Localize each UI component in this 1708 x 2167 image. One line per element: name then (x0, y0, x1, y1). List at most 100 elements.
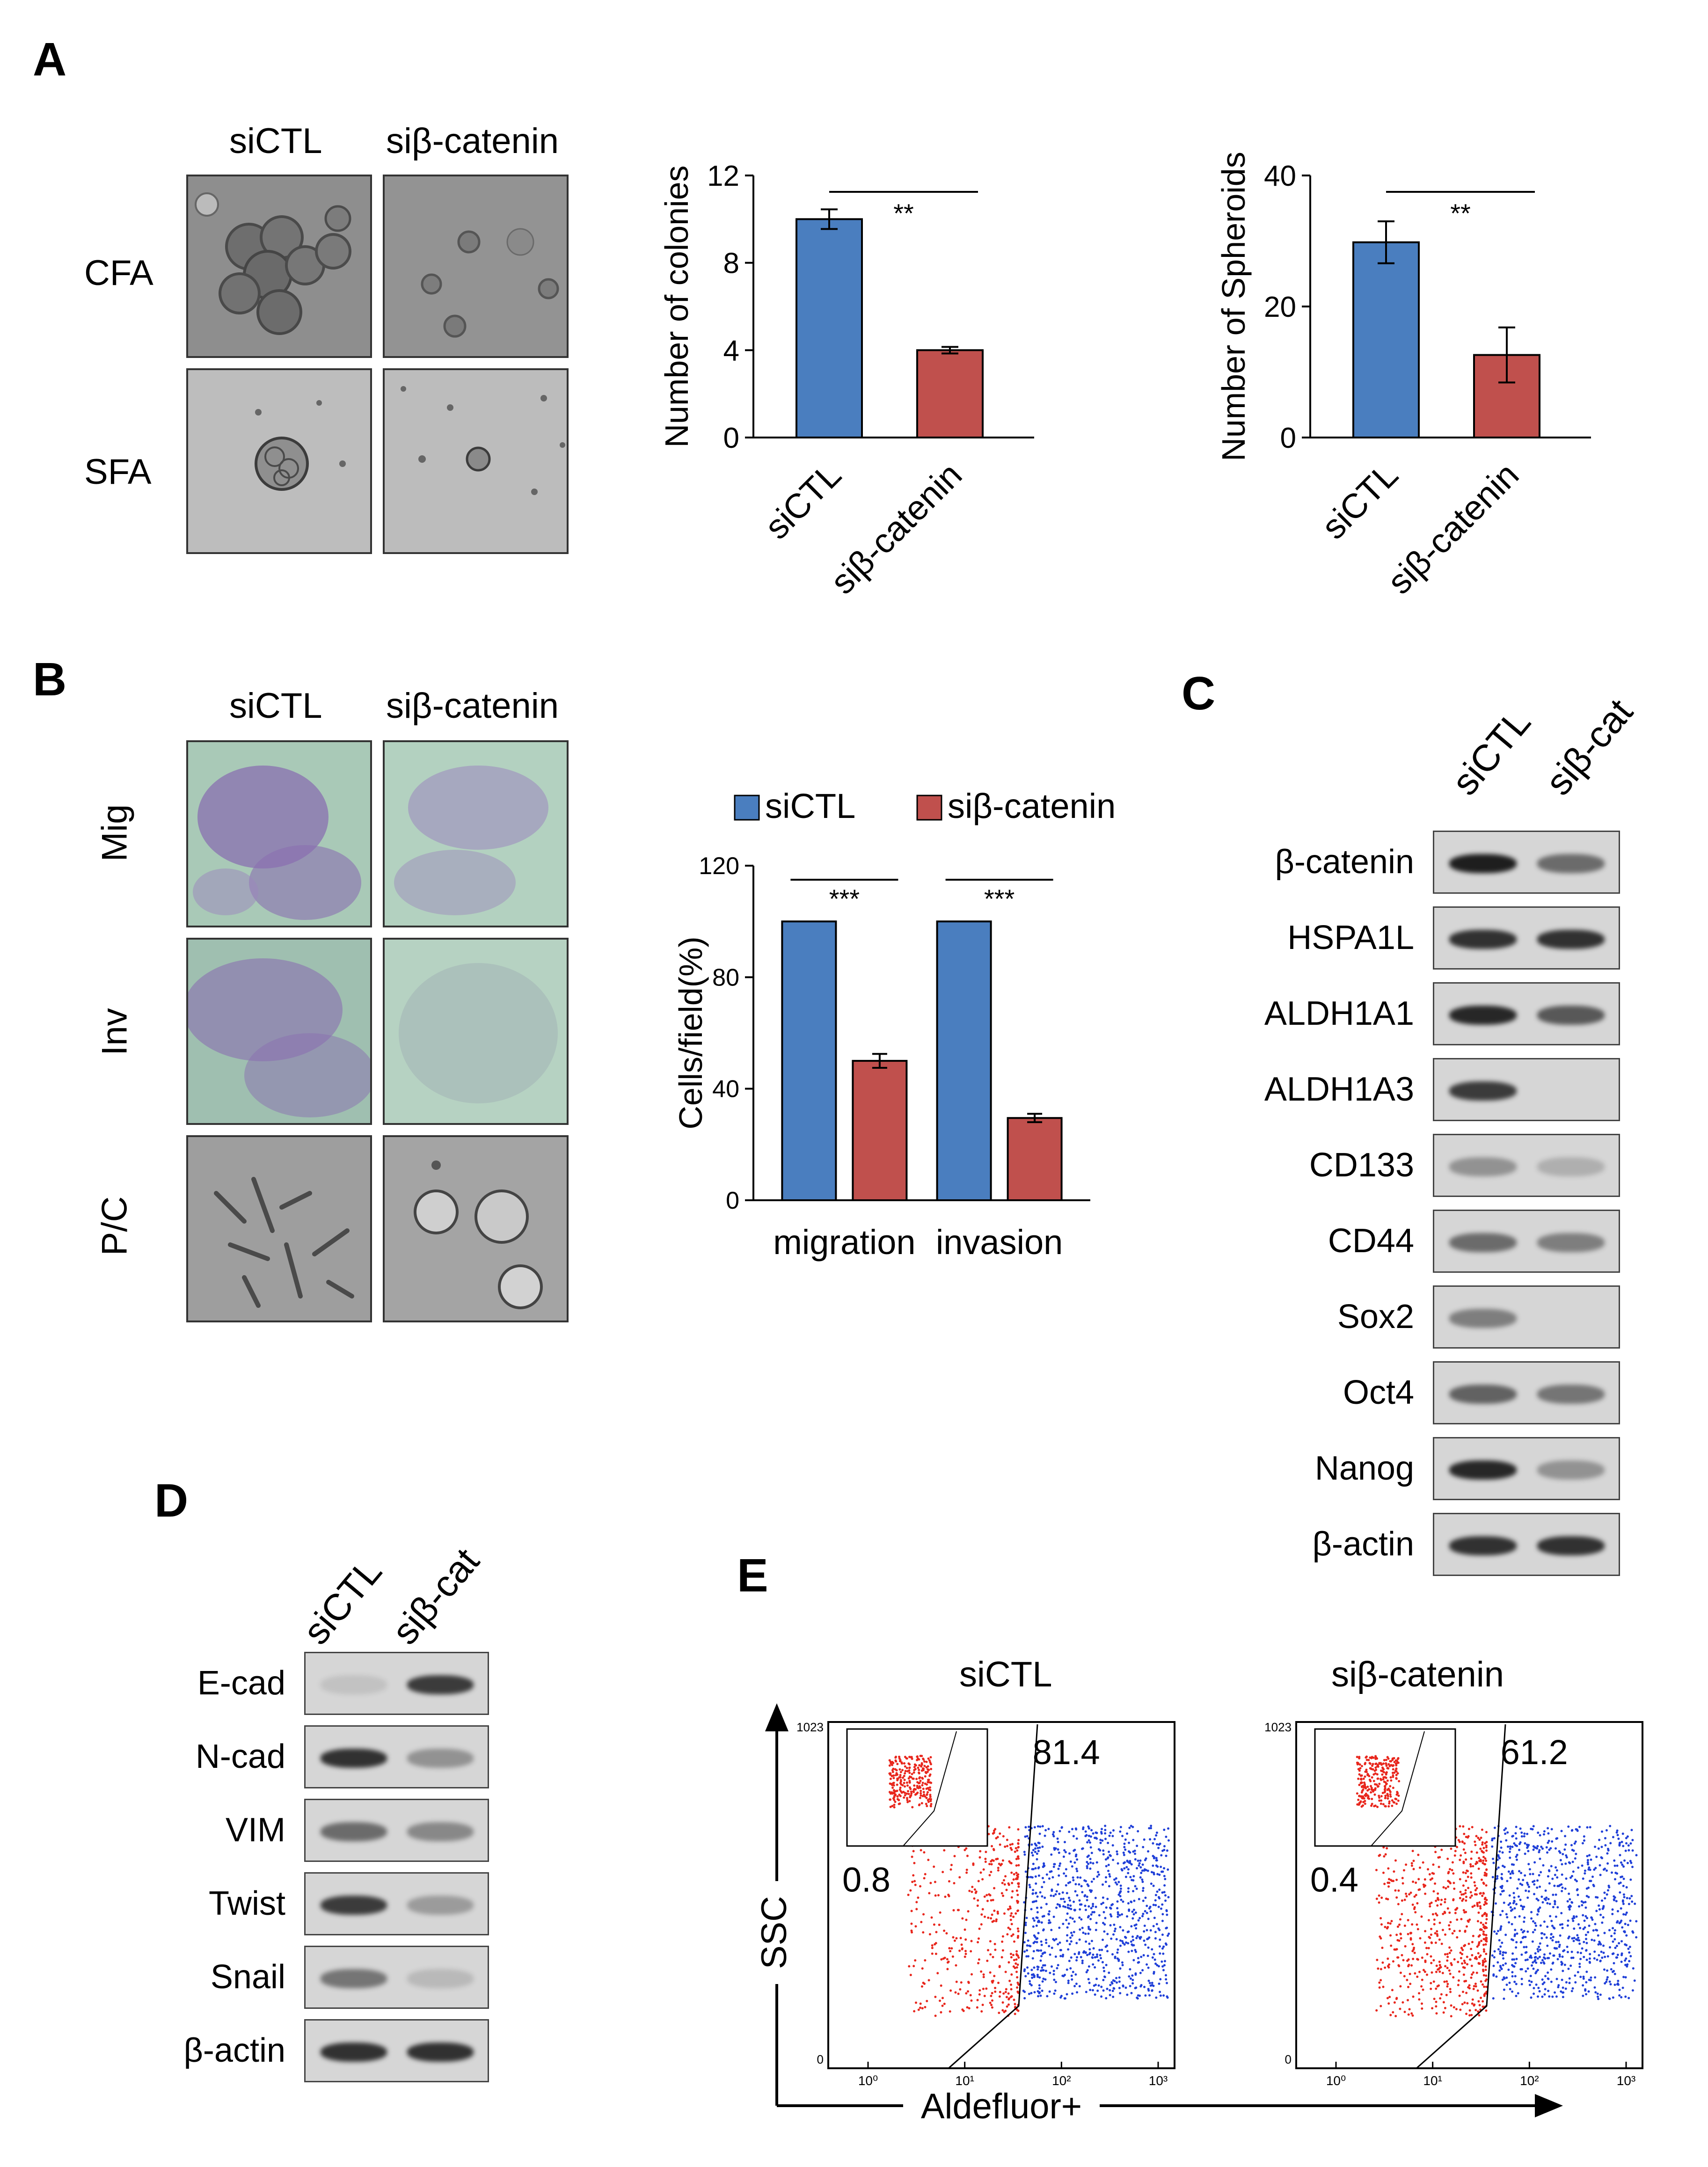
cells-bar-0-0 (781, 920, 837, 1201)
blot-c-band-5-lane-1 (1537, 1233, 1605, 1252)
flow-title-sibcat: siβ-catenin (1331, 1655, 1504, 1694)
flow-x-tick-label: 10² (1520, 2073, 1539, 2088)
blot-d-band-label-5: β-actin (183, 2031, 285, 2069)
blot-c-band-4-lane-1 (1537, 1157, 1605, 1176)
cells-x-tick-label-0: migration (773, 1223, 915, 1262)
blot-d-band-2-lane-1 (407, 1822, 474, 1841)
colonies-bar-1 (916, 349, 984, 439)
colonies-x-tick-label-1: siβ-catenin (823, 455, 970, 602)
cells-y-axis-label: Cells/field(%) (672, 936, 709, 1129)
flow-x-tick-label: 10¹ (1423, 2073, 1442, 2088)
chart-spheroids: 0 20 40 Number of Spheroids siCTLsiβ-catenin… (1215, 152, 1591, 601)
panel-b-row-label-pc: P/C (95, 1196, 135, 1256)
colonies-error-bar-1 (942, 346, 958, 355)
blot-c-band-label-4: CD133 (1309, 1146, 1414, 1184)
blot-d-band-label-3: Twist (208, 1884, 285, 1922)
y-axis-label: SSC (754, 1896, 794, 1969)
blot-d-blot-strip-0 (304, 1652, 489, 1715)
blot-d-band-4-lane-1 (407, 1969, 474, 1988)
spheroids-x-tick-label-0: siCTL (1314, 455, 1405, 547)
blot-c-band-label-9: β-actin (1312, 1525, 1414, 1563)
cells-error-1-1 (1027, 1113, 1043, 1124)
blot-d-blot-strip-2 (304, 1799, 489, 1862)
colonies-significance-label: ** (893, 198, 914, 228)
flow-negative-value-1: 0.4 (1310, 1861, 1358, 1899)
blot-d-band-3-lane-1 (407, 1896, 474, 1915)
panel-label-c: C (1182, 667, 1216, 720)
blot-d-blot-strip-3 (304, 1872, 489, 1935)
blot-c-band-9-lane-1 (1537, 1536, 1605, 1555)
blot-c-blot-strip-9 (1433, 1513, 1620, 1576)
blot-c-band-label-2: ALDH1A1 (1264, 994, 1414, 1032)
blot-c-band-label-1: HSPA1L (1287, 919, 1414, 956)
blot-c-blot-strip-0 (1433, 831, 1620, 894)
spheroids-y-tick-label: 20 (1264, 291, 1296, 323)
panel-label-e: E (737, 1549, 768, 1602)
blot-c-band-8-lane-0 (1449, 1460, 1517, 1480)
panel-a-row-label-cfa: CFA (84, 253, 153, 293)
blot-d-blot-strip-1 (304, 1725, 489, 1788)
legend-label-0: siCTL (765, 787, 855, 825)
blot-d-band-1-lane-1 (407, 1749, 474, 1768)
flow-x-tick-label: 10² (1052, 2073, 1071, 2088)
blot-c-blot-strip-1 (1433, 906, 1620, 970)
blot-d-band-5-lane-1 (407, 2043, 474, 2062)
blot-c-band-1-lane-1 (1537, 930, 1605, 949)
blot-d-band-label-1: N-cad (195, 1737, 285, 1775)
spheroids-significance-label: ** (1450, 198, 1471, 228)
cells-bar-1-0 (936, 920, 992, 1201)
blot-d-band-label-0: E-cad (197, 1664, 285, 1702)
blot-d-band-0-lane-1 (407, 1675, 474, 1694)
blot-d-band-0-lane-0 (320, 1675, 387, 1694)
blot-c-blot-strip-2 (1433, 982, 1620, 1045)
flow-inset-gate-1 (1371, 1731, 1425, 1846)
micrograph-inv-sibcat (383, 938, 569, 1125)
blot-c-band-label-5: CD44 (1328, 1222, 1414, 1260)
micrograph-cfa-sictl (186, 175, 372, 358)
cells-significance-label-0: *** (829, 884, 860, 913)
flow-y-bottom-tick: 0 (1285, 2052, 1292, 2066)
cells-x-tick-label-1: invasion (936, 1223, 1063, 1262)
blot-d-band-4-lane-0 (320, 1969, 387, 1988)
y-axis-arrowhead (765, 1703, 788, 1731)
blot-c-band-6-lane-0 (1449, 1309, 1517, 1328)
blot-c-blot-strip-6 (1433, 1285, 1620, 1349)
panel-a-col-label-sibcat: siβ-catenin (386, 121, 559, 161)
colonies-x-tick-label-0: siCTL (757, 455, 848, 547)
spheroids-bar-0 (1352, 241, 1420, 439)
blot-c-band-label-8: Nanog (1314, 1449, 1414, 1487)
panel-label-d: D (154, 1474, 189, 1527)
flow-plot-sibcat: 1023 0 10⁰ 10¹ 10² 10³ 0.4 61.2 (1264, 1720, 1643, 2088)
blot-c-blot-strip-4 (1433, 1134, 1620, 1197)
flow-x-tick-label: 10³ (1617, 2073, 1635, 2088)
panel-a-row-label-sfa: SFA (84, 452, 152, 492)
legend-swatch-0 (734, 795, 760, 821)
flow-points-positive-0 (1022, 1824, 1170, 2000)
micrograph-cfa-sibcat (383, 175, 569, 358)
flow-positive-value-0: 81.4 (1033, 1733, 1100, 1772)
legend-swatch-1 (916, 795, 942, 821)
flow-x-tick-label: 10⁰ (858, 2073, 878, 2088)
panel-b-col-label-sibcat: siβ-catenin (386, 686, 559, 726)
flow-title-sictl: siCTL (959, 1655, 1052, 1694)
flow-points-negative-0 (907, 1825, 1020, 2017)
blot-c-band-label-7: Oct4 (1343, 1373, 1414, 1411)
blot-c-band-label-0: β-catenin (1275, 843, 1414, 881)
panel-b-col-label-sictl: siCTL (229, 686, 322, 726)
flow-x-tick-label: 10¹ (955, 2073, 974, 2088)
micrograph-pc-sibcat (383, 1135, 569, 1322)
flow-inset-points-1 (1356, 1755, 1401, 1809)
blot-d-band-3-lane-0 (320, 1896, 387, 1915)
blot-c-blot-strip-7 (1433, 1361, 1620, 1424)
flow-plot-sictl: 1023 0 10⁰ 10¹ 10² 10³ 0.8 81.4 (796, 1720, 1175, 2088)
blot-c-band-3-lane-0 (1449, 1081, 1517, 1101)
flow-gate-line-0 (948, 1724, 1038, 2069)
micrograph-mig-sibcat (383, 740, 569, 927)
blot-c-band-label-6: Sox2 (1337, 1298, 1414, 1335)
blot-c-band-4-lane-0 (1449, 1157, 1517, 1176)
panel-c-lane-sictl: siCTL (1444, 701, 1539, 803)
blot-d-band-5-lane-0 (320, 2043, 387, 2062)
blot-c-band-8-lane-1 (1537, 1460, 1605, 1480)
